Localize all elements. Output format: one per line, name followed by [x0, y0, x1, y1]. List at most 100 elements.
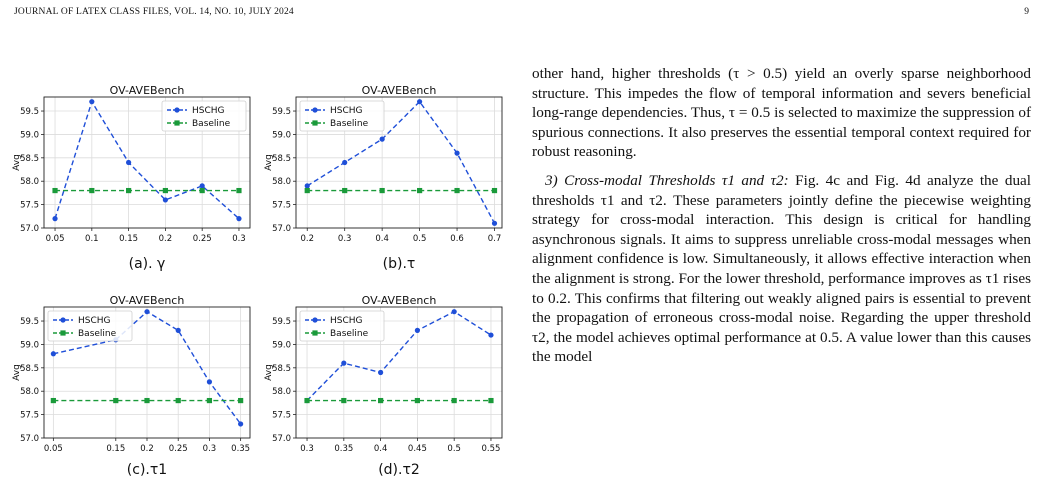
y-tick-label: 58.5 [272, 154, 291, 164]
caption-a: (a). γ [128, 256, 166, 272]
x-tick-label: 0.2 [300, 234, 314, 244]
y-axis-label: Avg [12, 154, 22, 171]
data-point-baseline [52, 187, 58, 194]
data-point-baseline [451, 397, 457, 404]
data-point-hschg [341, 360, 347, 366]
caption-b: (b).τ [382, 256, 416, 272]
page-number: 9 [1024, 7, 1029, 17]
y-tick-label: 57.0 [272, 224, 291, 234]
data-point-baseline [50, 397, 56, 404]
paragraph-2-text: Fig. 4c and Fig. 4d analyze the dual thr… [532, 171, 1031, 366]
x-tick-label: 0.25 [169, 444, 188, 454]
y-tick-label: 57.5 [20, 201, 39, 211]
x-tick-label: 0.5 [447, 444, 461, 454]
legend-marker [312, 120, 318, 126]
data-point-hschg [454, 150, 460, 156]
data-point-hschg [89, 99, 95, 105]
data-point-baseline [199, 187, 205, 194]
data-point-baseline [126, 187, 132, 194]
plot-frame [43, 306, 251, 439]
data-point-baseline [162, 187, 168, 194]
data-point-hschg [491, 220, 498, 226]
data-point-hschg [144, 309, 150, 315]
data-point-baseline [379, 187, 385, 194]
chart-a: OV-AVEBench 57.0 57.5 58.0 58.5 59.0 59.5 0.05 0… [12, 84, 251, 244]
x-tick-label: 0.1 [85, 234, 99, 244]
y-axis-label: Avg [264, 154, 274, 171]
legend-marker [60, 317, 66, 323]
data-point-baseline [175, 397, 181, 404]
series-line-hschg [306, 310, 492, 402]
caption-d: (d).τ2 [378, 462, 420, 478]
legend-label: HSCHG [78, 316, 111, 326]
data-point-hschg [488, 332, 494, 338]
data-point-baseline [342, 187, 348, 194]
x-tick-label: 0.25 [193, 234, 212, 244]
y-tick-label: 57.5 [272, 411, 291, 421]
y-tick-label: 59.0 [272, 340, 291, 350]
data-point-baseline [341, 397, 347, 404]
chart-d: OV-AVEBench 57.0 57.5 58.0 58.5 59.0 59.5 0.3 0.… [264, 294, 503, 454]
legend-label: HSCHG [192, 106, 225, 116]
y-axis-label: Avg [264, 364, 274, 381]
legend-marker [312, 107, 318, 113]
data-point-baseline [236, 187, 242, 194]
paragraph-1: other hand, higher thresholds (τ > 0.5) … [532, 65, 1031, 161]
legend-label: HSCHG [330, 106, 363, 116]
legend-label: HSCHG [330, 316, 363, 326]
x-tick-label: 0.7 [488, 234, 502, 244]
x-tick-label: 0.3 [232, 234, 246, 244]
data-point-hschg [236, 216, 242, 222]
y-tick-label: 57.0 [272, 434, 291, 444]
data-point-baseline [304, 397, 310, 404]
x-tick-label: 0.4 [375, 234, 389, 244]
y-tick-label: 59.5 [20, 107, 39, 117]
x-tick-label: 0.35 [231, 444, 250, 454]
data-point-hschg [238, 421, 244, 427]
x-tick-label: 0.15 [119, 234, 138, 244]
y-tick-label: 58.0 [20, 387, 39, 397]
x-tick-label: 0.45 [408, 444, 427, 454]
x-tick-label: 0.2 [140, 444, 154, 454]
chart-title: OV-AVEBench [362, 84, 437, 97]
data-point-hschg [52, 216, 58, 222]
legend-marker [312, 330, 318, 336]
data-point-baseline [89, 187, 95, 194]
x-tick-label: 0.35 [334, 444, 353, 454]
data-point-baseline [414, 397, 420, 404]
data-point-baseline [144, 397, 150, 404]
data-point-baseline [378, 397, 384, 404]
legend-marker [60, 330, 66, 336]
subsection-heading: 3) Cross-modal Thresholds τ1 and τ2: [545, 171, 789, 189]
data-point-hschg [414, 327, 420, 333]
data-point-hschg [304, 183, 310, 189]
data-point-baseline [488, 397, 494, 404]
data-point-baseline [417, 187, 423, 194]
x-tick-label: 0.6 [450, 234, 464, 244]
series-line-hschg [306, 100, 496, 224]
data-point-baseline [206, 397, 213, 404]
y-tick-label: 58.5 [272, 364, 291, 374]
data-point-baseline [454, 187, 460, 194]
series-line-hschg [53, 310, 242, 425]
legend-label: Baseline [330, 329, 369, 339]
data-point-hschg [342, 159, 348, 166]
y-tick-label: 59.0 [20, 340, 39, 350]
y-tick-label: 58.0 [272, 177, 291, 187]
data-point-hschg [379, 136, 385, 142]
paragraph-2: 3) Cross-modal Thresholds τ1 and τ2: Fig… [532, 171, 1031, 367]
plot-frame [43, 96, 251, 229]
data-point-hschg [199, 183, 205, 189]
y-tick-label: 59.5 [272, 107, 291, 117]
data-point-baseline [491, 187, 498, 194]
data-point-hschg [50, 351, 56, 357]
x-tick-label: 0.55 [481, 444, 500, 454]
data-point-hschg [162, 197, 168, 203]
y-tick-label: 58.5 [20, 364, 39, 374]
plot-frame [295, 306, 503, 439]
y-axis-label: Avg [12, 364, 22, 381]
data-point-hschg [417, 99, 423, 105]
x-tick-label: 0.3 [300, 444, 314, 454]
y-tick-label: 59.5 [272, 317, 291, 327]
y-tick-label: 59.0 [272, 130, 291, 140]
